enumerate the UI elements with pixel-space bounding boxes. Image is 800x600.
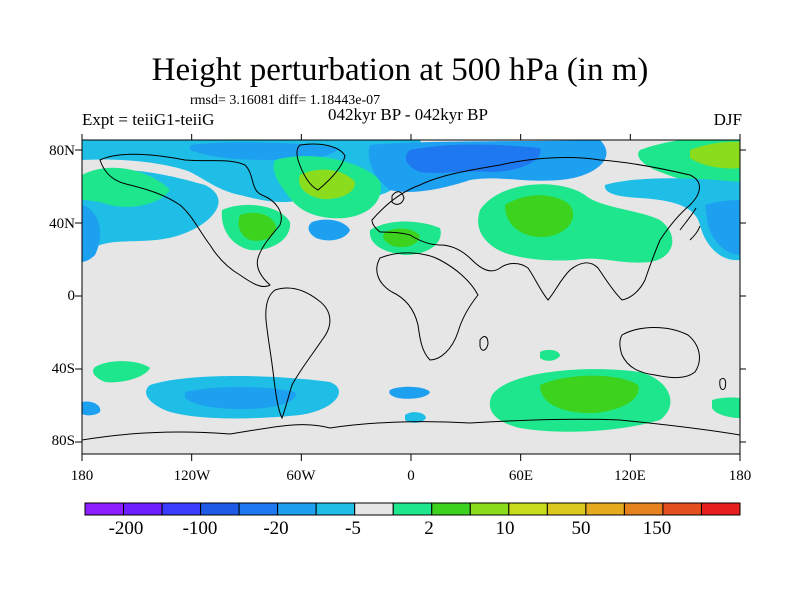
coast-japan (679, 207, 701, 241)
lat-label-0: 0 (67, 288, 76, 304)
contour-east-blue (705, 200, 740, 255)
contour-east-siberia-light-blue (604, 178, 740, 261)
colorbar-label: 10 (495, 518, 515, 539)
lat-label-80n: 80N (49, 143, 75, 159)
colorbar-swatch (585, 502, 625, 516)
contour-med-core (383, 228, 420, 248)
contour-eastus-core (238, 212, 276, 241)
coast-eurasia (371, 157, 700, 301)
lon-label-180e: 180 (728, 468, 752, 484)
lon-label-60w: 60W (286, 468, 316, 484)
colorbar-swatch (431, 502, 471, 516)
lon-label-120w: 120W (173, 468, 211, 484)
coast-new-zealand (719, 377, 727, 391)
contour-indian-ocean-core (540, 375, 639, 414)
contour-indian-small-green (540, 349, 560, 361)
coast-africa (376, 252, 479, 361)
colorbar-swatch (354, 502, 394, 516)
colorbar-swatch (623, 502, 664, 516)
colorbar-label: 150 (642, 518, 672, 539)
coastlines (82, 143, 740, 441)
contour-europe-darkblue (405, 144, 541, 173)
contour-midatlantic-blue (308, 219, 350, 241)
colorbar-swatch (700, 502, 741, 516)
experiment-label: Expt = teiiG1-teiiG (82, 110, 215, 129)
coast-madagascar (479, 336, 489, 351)
colorbar-swatch (200, 502, 240, 516)
contour-east-pacific-yellowgreen (690, 141, 740, 169)
contour-asia-core (505, 195, 574, 238)
colorbar-swatch (161, 502, 202, 516)
stats-text: rmsd= 3.16081 diff= 1.18443e-07 (190, 93, 381, 108)
lat-label-40n: 40N (49, 216, 75, 232)
coast-south-america (265, 287, 331, 420)
colorbar-label: 2 (424, 518, 434, 539)
colorbar-label: -20 (263, 518, 289, 539)
contour-north-pacific-green (82, 167, 170, 207)
colorbar (84, 502, 741, 516)
colorbar-label: -200 (108, 518, 144, 539)
colorbar-swatch (662, 502, 702, 516)
period-label: 042kyr BP - 042kyr BP (328, 105, 488, 124)
map-title: Height perturbation at 500 hPa (in m) (151, 52, 649, 88)
lon-label-0: 0 (407, 468, 415, 484)
contour-south-pacific-blue (185, 387, 296, 410)
lon-label-180w: 180 (70, 468, 94, 484)
colorbar-swatch (123, 502, 163, 516)
colorbar-swatch (508, 502, 548, 516)
lon-label-60e: 60E (508, 468, 534, 484)
colorbar-label: 50 (571, 518, 591, 539)
colorbar-swatch (238, 502, 279, 516)
contour-south-atlantic-blue (389, 386, 430, 399)
colorbar-swatch (84, 502, 125, 516)
colorbar-label: -100 (182, 518, 218, 539)
coast-australia (619, 327, 700, 379)
contour-southwest-blue (82, 401, 101, 416)
season-label: DJF (713, 110, 742, 129)
map-ticks (75, 134, 746, 461)
colorbar-swatch (392, 502, 433, 516)
map-field (82, 140, 740, 454)
coast-north-america (99, 153, 282, 288)
lat-label-80s: 80S (51, 433, 75, 449)
contour-arctic-blue (190, 142, 340, 161)
coast-greenland (296, 143, 346, 191)
coast-antarctica (82, 418, 740, 441)
contour-southeast-green (712, 397, 740, 418)
colorbar-swatch (546, 502, 587, 516)
lat-label-40s: 40S (51, 361, 75, 377)
colorbar-swatch (469, 502, 510, 516)
contour-south-atlantic-small-blue (405, 412, 426, 423)
colorbar-swatch (315, 502, 356, 516)
coast-uk (391, 191, 405, 205)
contour-atlantic-yellowgreen (299, 169, 356, 200)
contour-west-blue (82, 205, 101, 262)
contour-south-pacific-green (93, 361, 150, 383)
colorbar-swatch (277, 502, 317, 516)
colorbar-label: -5 (345, 518, 361, 539)
lon-label-120e: 120E (614, 468, 646, 484)
